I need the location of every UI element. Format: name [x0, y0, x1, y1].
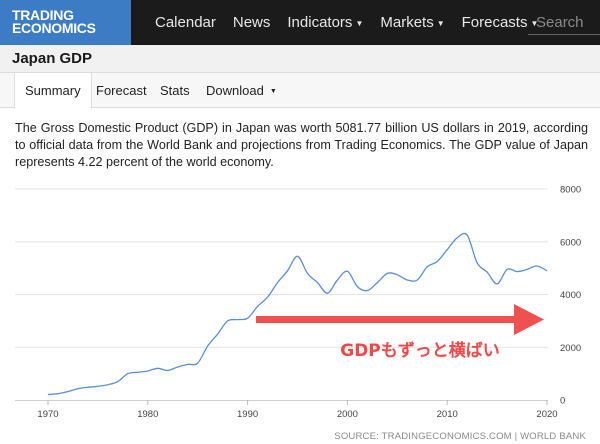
annotation: GDPもずっと横ばい: [256, 304, 544, 361]
trading-economics-logo[interactable]: TRADING ECONOMICS: [0, 0, 131, 45]
gdp-description: The Gross Domestic Product (GDP) in Japa…: [15, 121, 588, 169]
tab-label: Summary: [25, 83, 81, 98]
logo-line-2: ECONOMICS: [12, 20, 96, 36]
y-tick-label: 4000: [560, 290, 581, 301]
x-tick-label: 2000: [337, 409, 358, 420]
y-tick-label: 6000: [560, 237, 581, 248]
tab-bar: Summary Forecast Stats Download ▼: [0, 73, 600, 109]
nav-item-calendar[interactable]: Calendar: [155, 14, 216, 31]
caret-down-icon: ▼: [355, 18, 364, 28]
nav-label: Forecasts: [461, 14, 528, 31]
nav-item-markets[interactable]: Markets ▼: [380, 14, 444, 31]
x-tick-label: 2010: [437, 409, 458, 420]
caret-down-icon: ▼: [269, 88, 277, 96]
chart-grid: [15, 188, 548, 401]
nav-label: Markets: [380, 14, 434, 31]
title-bar: Japan GDP: [0, 45, 600, 73]
x-tick-label: 1990: [237, 409, 258, 420]
tab-forecast[interactable]: Forecast: [96, 73, 147, 108]
nav-label: Calendar: [155, 14, 216, 31]
tab-label: Forecast: [96, 83, 147, 98]
y-tick-label: 8000: [560, 185, 581, 196]
nav-label: Indicators: [287, 14, 353, 31]
y-tick-label: 2000: [560, 343, 581, 354]
search-input[interactable]: [528, 11, 600, 35]
nav-label: News: [232, 14, 271, 31]
tab-label: Download: [206, 83, 264, 98]
nav-item-forecasts[interactable]: Forecasts ▼: [462, 14, 539, 31]
nav-item-news[interactable]: News: [233, 14, 271, 31]
logo-line-1: TRADING: [12, 7, 74, 23]
tab-label: Stats: [160, 83, 190, 98]
tab-download[interactable]: Download ▼: [206, 73, 277, 108]
y-tick-label: 0: [560, 396, 565, 407]
x-tick-label: 1970: [37, 409, 58, 420]
annotation-label: GDPもずっと横ばい: [340, 340, 500, 361]
top-nav-bar: TRADING ECONOMICS Calendar News Indicato…: [0, 0, 600, 45]
x-tick-label: 1980: [137, 409, 158, 420]
tab-stats[interactable]: Stats: [160, 73, 190, 108]
page-title: Japan GDP: [12, 50, 93, 67]
chart-source: SOURCE: TRADINGECONOMICS.COM | WORLD BAN…: [334, 431, 586, 442]
caret-down-icon: ▼: [436, 18, 445, 28]
annotation-arrow-head-icon: [514, 304, 544, 335]
gdp-line-chart: 0 2000 4000 6000 8000 1970 1980 1990 2000 2010 202…: [15, 185, 581, 421]
nav-item-indicators[interactable]: Indicators ▼: [287, 14, 363, 31]
tab-summary[interactable]: Summary: [14, 73, 92, 109]
gdp-series-line: [47, 232, 548, 396]
x-tick-label: 2020: [536, 409, 557, 420]
main-nav: Calendar News Indicators ▼ Markets ▼ Forec…: [155, 0, 555, 45]
chart-ticks: 0 2000 4000 6000 8000 1970 1980 1990 2000 2010 202…: [37, 185, 581, 421]
annotation-arrow-shaft: [256, 316, 518, 323]
